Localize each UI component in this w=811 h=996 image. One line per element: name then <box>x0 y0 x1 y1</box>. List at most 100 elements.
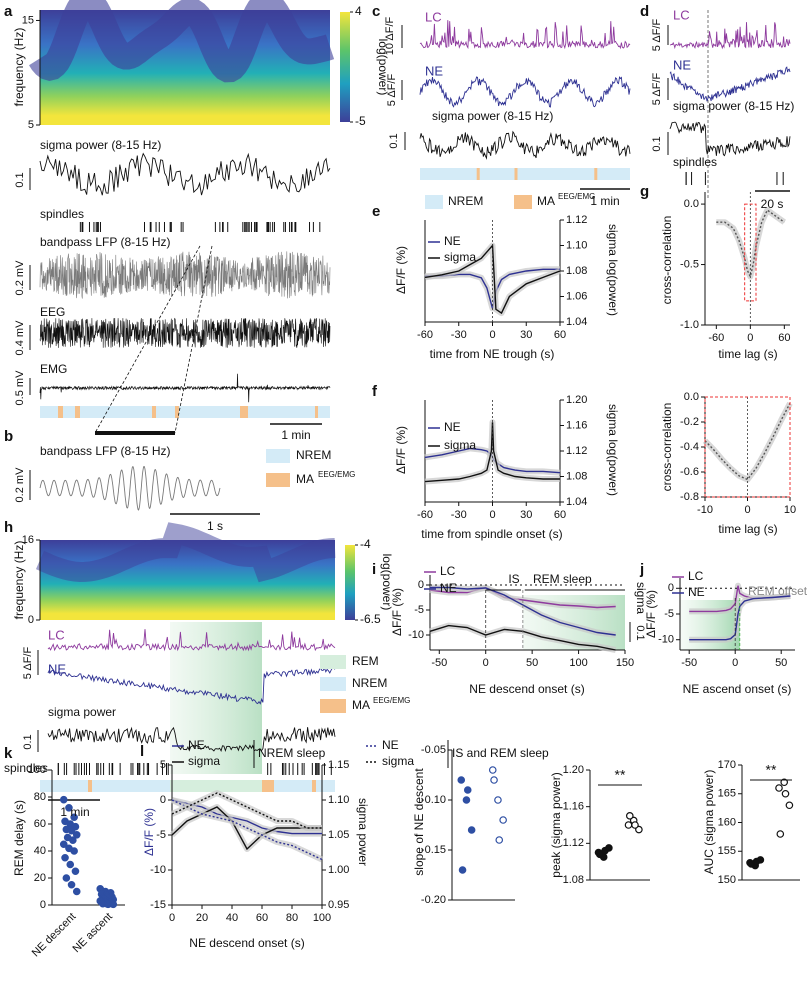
x-tick-label: 30 <box>520 329 532 341</box>
hypnogram-ma <box>88 780 92 792</box>
category-label: NE descent <box>30 911 79 960</box>
series-line <box>171 799 322 835</box>
colorbar-tick-label: -5 <box>355 114 366 128</box>
label: LC <box>48 627 65 642</box>
hypnogram-rem <box>170 780 262 792</box>
point <box>488 766 497 774</box>
label: NE ascend onset (s) <box>683 682 792 696</box>
label: REM offset <box>748 584 808 598</box>
y-tick-label: -0.8 <box>680 491 699 503</box>
y-tick-label: 150 <box>718 874 736 886</box>
label: frequency (Hz) <box>12 541 26 620</box>
y-tick-label: -5 <box>414 604 424 616</box>
y-tick-label: 0 <box>40 899 46 911</box>
y2-tick-label: 1.04 <box>566 496 587 508</box>
label: peak (sigma power) <box>549 772 563 877</box>
trace <box>47 726 336 753</box>
point <box>67 880 76 889</box>
hypnogram-ma <box>152 406 156 418</box>
legend-swatch <box>266 449 290 463</box>
y-tick-label: 155 <box>718 845 736 857</box>
point <box>109 900 118 909</box>
legend-label: NE <box>444 420 461 434</box>
label: LC <box>673 7 690 22</box>
legend-swatch <box>266 473 290 487</box>
point <box>59 840 68 849</box>
y-tick-label: 0 <box>160 794 166 806</box>
label: slope of NE descent <box>412 768 426 876</box>
point <box>69 836 77 845</box>
label: ** <box>615 767 626 783</box>
label: EEG/EMG <box>318 470 355 479</box>
y-tick-label: 40 <box>34 845 46 857</box>
x-tick-label: 0 <box>732 657 738 669</box>
label: g <box>640 183 649 200</box>
x-tick-label: 10 <box>784 504 796 516</box>
y-tick-label: -0.05 <box>421 744 446 756</box>
x-tick-label: 80 <box>286 912 298 924</box>
zoom-box <box>704 396 791 498</box>
trace <box>39 317 331 348</box>
series-line <box>424 422 560 483</box>
series-line <box>171 799 323 861</box>
legend-label: sigma <box>382 754 414 768</box>
series-line <box>689 595 791 641</box>
y2-tick-label: 1.10 <box>566 239 587 251</box>
label: NE <box>48 661 66 676</box>
hypnogram-ma <box>315 406 318 418</box>
y2-tick-label: 1.20 <box>566 394 587 406</box>
x-tick-label: 0 <box>489 329 495 341</box>
point <box>490 776 498 784</box>
hypnogram-ma <box>240 406 248 418</box>
y-tick-label: -10 <box>658 634 674 646</box>
label: bandpass LFP (8-15 Hz) <box>40 444 171 458</box>
label: sigma power (8-15 Hz) <box>40 138 161 152</box>
legend-swatch <box>425 195 443 209</box>
trace <box>419 76 631 108</box>
label: d <box>640 3 649 20</box>
label: ΔF/F (%) <box>394 426 408 474</box>
x-tick-label: 0 <box>744 504 750 516</box>
x-tick-label: -50 <box>681 657 697 669</box>
y-tick-label: 16 <box>22 534 34 546</box>
point <box>463 786 472 794</box>
point <box>595 850 604 859</box>
y-tick-label: 5 <box>28 119 34 131</box>
label: 0.1 <box>634 625 646 640</box>
label: LC <box>425 9 442 24</box>
zoom-line <box>174 245 213 434</box>
point <box>601 846 609 855</box>
label: 5 ΔF/F <box>651 19 663 52</box>
label: sigma log(power) <box>606 404 620 496</box>
label: 0.4 mV <box>14 320 26 356</box>
label: log(power) <box>380 554 394 611</box>
y-tick-label: -0.2 <box>680 416 699 428</box>
y-tick-label: 1.16 <box>563 801 584 813</box>
legend-label: LC <box>440 564 456 578</box>
label: REM delay (s) <box>12 800 26 876</box>
x-tick-label: 30 <box>520 509 532 521</box>
y-tick-label: -5 <box>156 829 166 841</box>
y-tick-label: -0.4 <box>680 441 699 453</box>
trace <box>669 121 791 157</box>
legend-label: NE <box>382 738 399 752</box>
x-tick-label: 50 <box>775 657 787 669</box>
y-tick-label: 1.08 <box>563 874 584 886</box>
label: sigma <box>634 582 648 614</box>
trace <box>669 66 791 102</box>
y-tick-label: 170 <box>718 759 736 771</box>
series-line <box>171 806 322 851</box>
trace <box>47 667 336 705</box>
colorbar <box>340 12 350 122</box>
y2-tick-label: 1.00 <box>328 864 349 876</box>
y-tick-label: 160 <box>718 816 736 828</box>
point <box>71 867 80 876</box>
label: 5 ΔF/F <box>386 74 398 107</box>
label: c <box>372 3 380 20</box>
x-tick-label: -50 <box>431 657 447 669</box>
x-tick-label: 0 <box>747 332 753 344</box>
label: MA <box>537 194 555 208</box>
label: a <box>4 3 13 20</box>
label: NREM sleep <box>258 746 326 760</box>
y2-tick-label: 1.05 <box>328 829 349 841</box>
